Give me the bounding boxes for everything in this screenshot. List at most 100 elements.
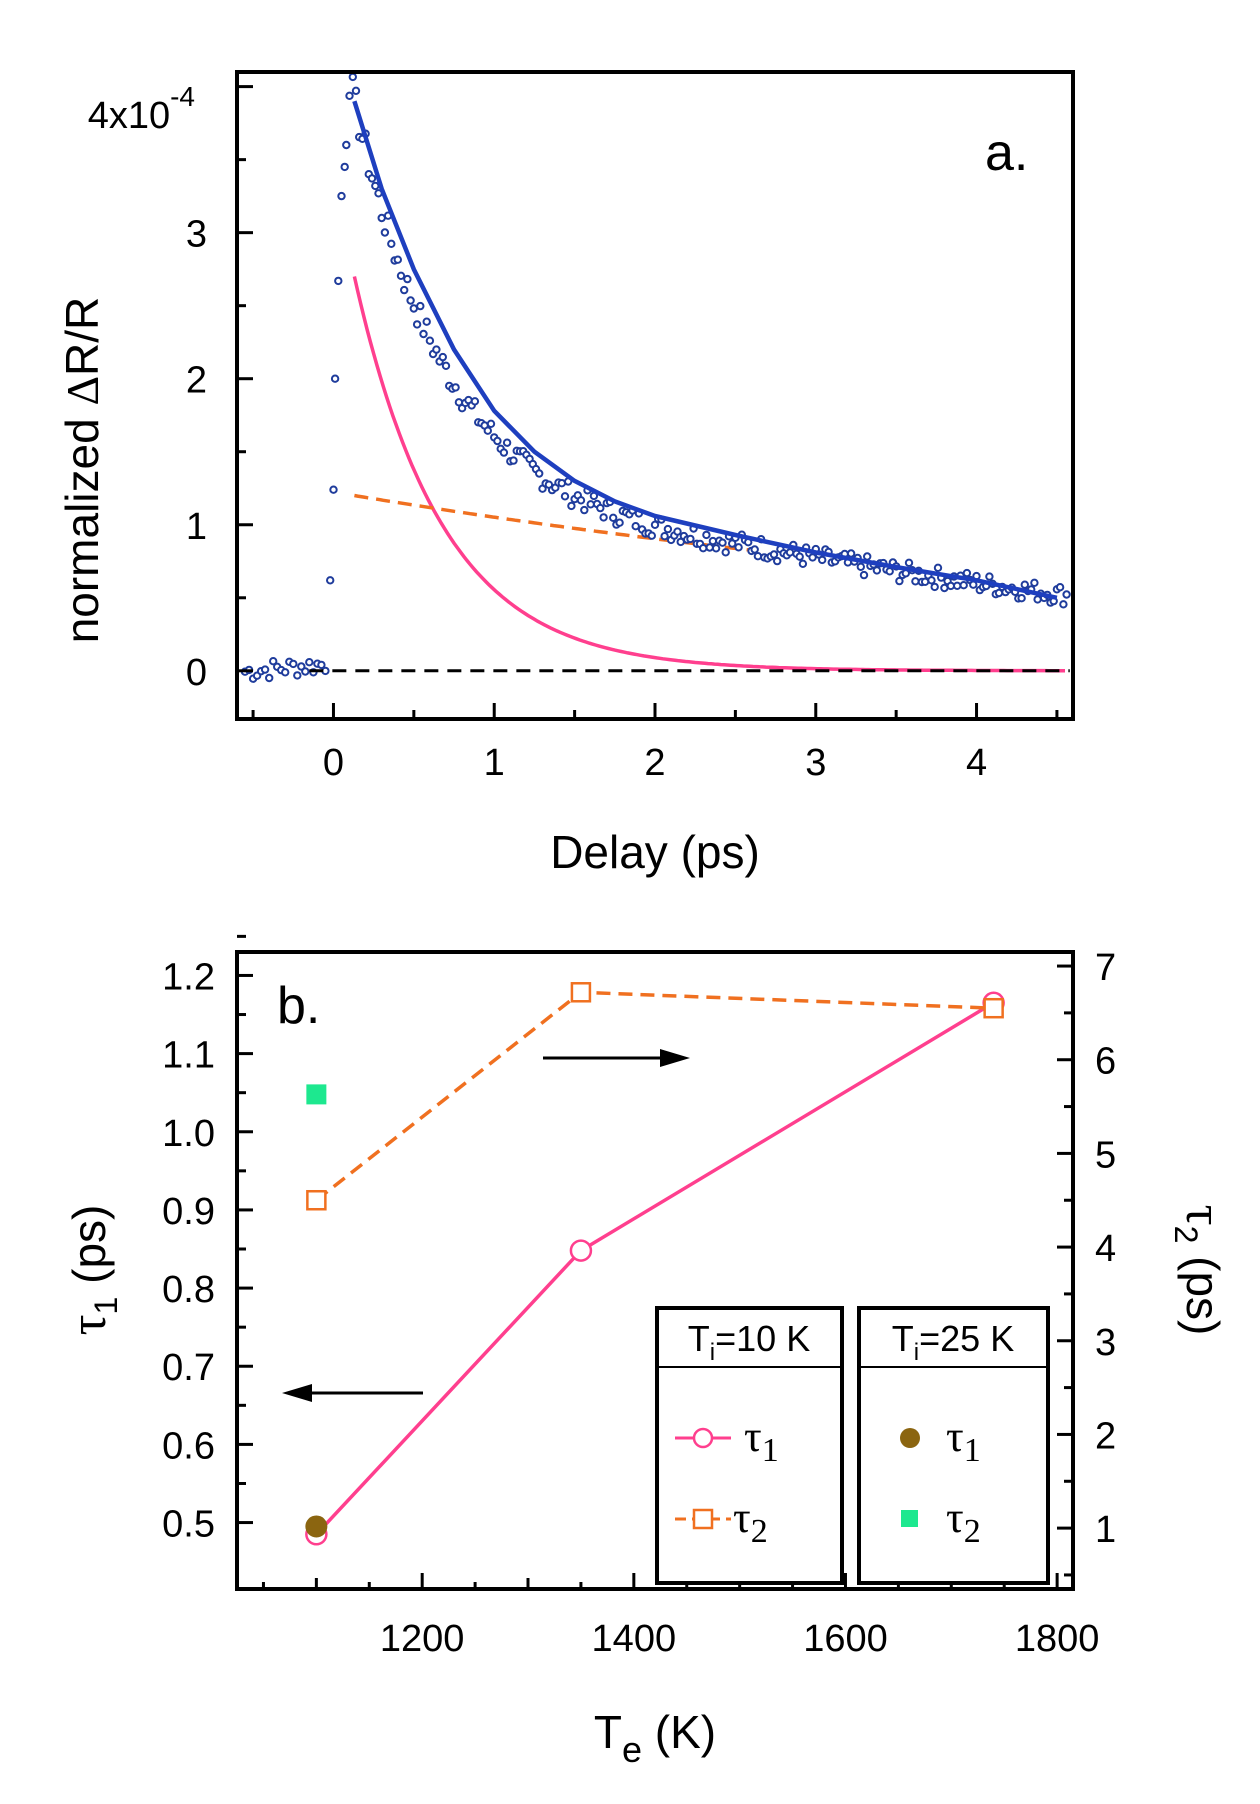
legend-header: Ti=25 K [892,1318,1014,1366]
data-point [576,496,586,505]
data-point [301,667,310,676]
x-tick-label: 1800 [1015,1618,1100,1660]
panel-a-label: a. [985,124,1028,182]
x-tick-label: 4 [966,742,987,784]
data-point [953,581,962,590]
data-point [859,570,869,580]
tau2-point-ti10 [306,1189,327,1211]
data-point [911,577,920,586]
data-point [269,657,278,666]
data-point [721,548,730,557]
data-point [470,397,480,406]
data-point [393,255,402,264]
data-point [486,419,496,428]
data-point [348,72,357,82]
x-tick-label: 1200 [380,1618,465,1660]
svg-text:τ2: τ2 [733,1493,768,1550]
data-point [1030,578,1039,587]
data-point [808,553,817,562]
y-tick-label: 2 [186,360,207,402]
data-point [750,545,759,554]
y-left-tick-label: 1.0 [162,1113,215,1155]
data-point [483,426,492,435]
data-point [872,566,882,575]
svg-text:τ1: τ1 [744,1412,779,1469]
tau2-point-ti25 [306,1084,327,1105]
y-tick-label: 3 [186,214,207,256]
y-left-tick-label: 0.9 [162,1191,215,1233]
data-point [293,671,302,680]
y-left-tick-label: 1.2 [162,956,215,998]
data-point [342,140,351,150]
panel-b-x-title: Te (K) [594,1706,716,1770]
data-point [769,550,779,559]
legend-entry-tau1: τ1 [675,1412,779,1469]
tau1-point-ti10 [569,1239,593,1262]
data-point [499,448,509,457]
data-point [795,552,804,561]
data-point [609,513,618,522]
panel-b-series [305,982,1005,1546]
data-point [1020,580,1030,589]
data-point [412,320,422,329]
panel-b-label: b. [277,977,320,1035]
data-point [699,544,708,553]
data-point [340,162,349,172]
data-point [785,548,795,557]
tau2-point-ti10 [983,997,1004,1019]
data-point [451,383,460,392]
panel-a-x-title: Delay (ps) [550,826,760,878]
x-tick-label: 1600 [803,1618,888,1660]
tau1-component-curve [352,276,1065,673]
y-right-tick-label: 6 [1095,1041,1116,1083]
y-tick-label: 0 [186,652,207,694]
data-point [711,544,721,553]
data-point [493,436,502,446]
data-point [596,503,605,513]
data-point [416,301,425,311]
data-point [663,524,673,534]
data-point [599,513,608,522]
data-point [818,555,827,565]
data-point [773,556,782,566]
legend-entry-tau2: τ2 [675,1493,768,1550]
y-left-tick-label: 1.1 [162,1035,215,1077]
y-tick-label: 1 [186,506,207,548]
panel-a: 0 1 2 3 4 0 1 2 3 a. 4x10-4 Delay (ps) normalize… [56,70,1075,878]
data-point [1062,590,1071,599]
data-point [927,576,936,585]
panel-b-ticks: 1200 1400 1600 1800 0.5 0.6 0.7 0.8 0.9 1.0 1.1 1.2… [162,934,1116,1660]
data-point [330,374,340,383]
data-point [425,336,435,345]
data-point [260,665,270,674]
data-point [535,469,544,478]
data-point [904,558,914,567]
data-point [969,580,978,589]
legend-ti-10k: Ti=10 K τ1 τ2 [655,1306,844,1585]
panel-b: 1200 1400 1600 1800 0.5 0.6 0.7 0.8 0.9 1.0 1.1 1.2… [60,934,1232,1770]
panel-b-y-left-title: τ1 (ps) [60,1205,124,1336]
data-point [387,239,396,249]
x-tick-label: 1400 [592,1618,677,1660]
data-point [798,559,808,568]
data-point [718,538,727,547]
tau2-line [315,990,994,1202]
data-point [660,532,669,541]
y-right-tick-label: 7 [1095,947,1116,989]
svg-text:τ1: τ1 [946,1412,981,1469]
data-point [380,228,390,237]
tau2-point-ti10 [570,982,592,1003]
y-right-tick-label: 4 [1095,1228,1116,1270]
fit-curve [352,100,1058,600]
data-point [334,276,343,286]
data-point [326,576,335,585]
data-point [615,518,624,527]
y-right-tick-label: 5 [1095,1134,1116,1176]
data-point [1055,583,1065,592]
x-tick-label: 0 [323,742,344,784]
data-point [734,543,743,552]
data-point [885,567,894,576]
data-point [560,492,570,501]
data-point [863,552,872,561]
